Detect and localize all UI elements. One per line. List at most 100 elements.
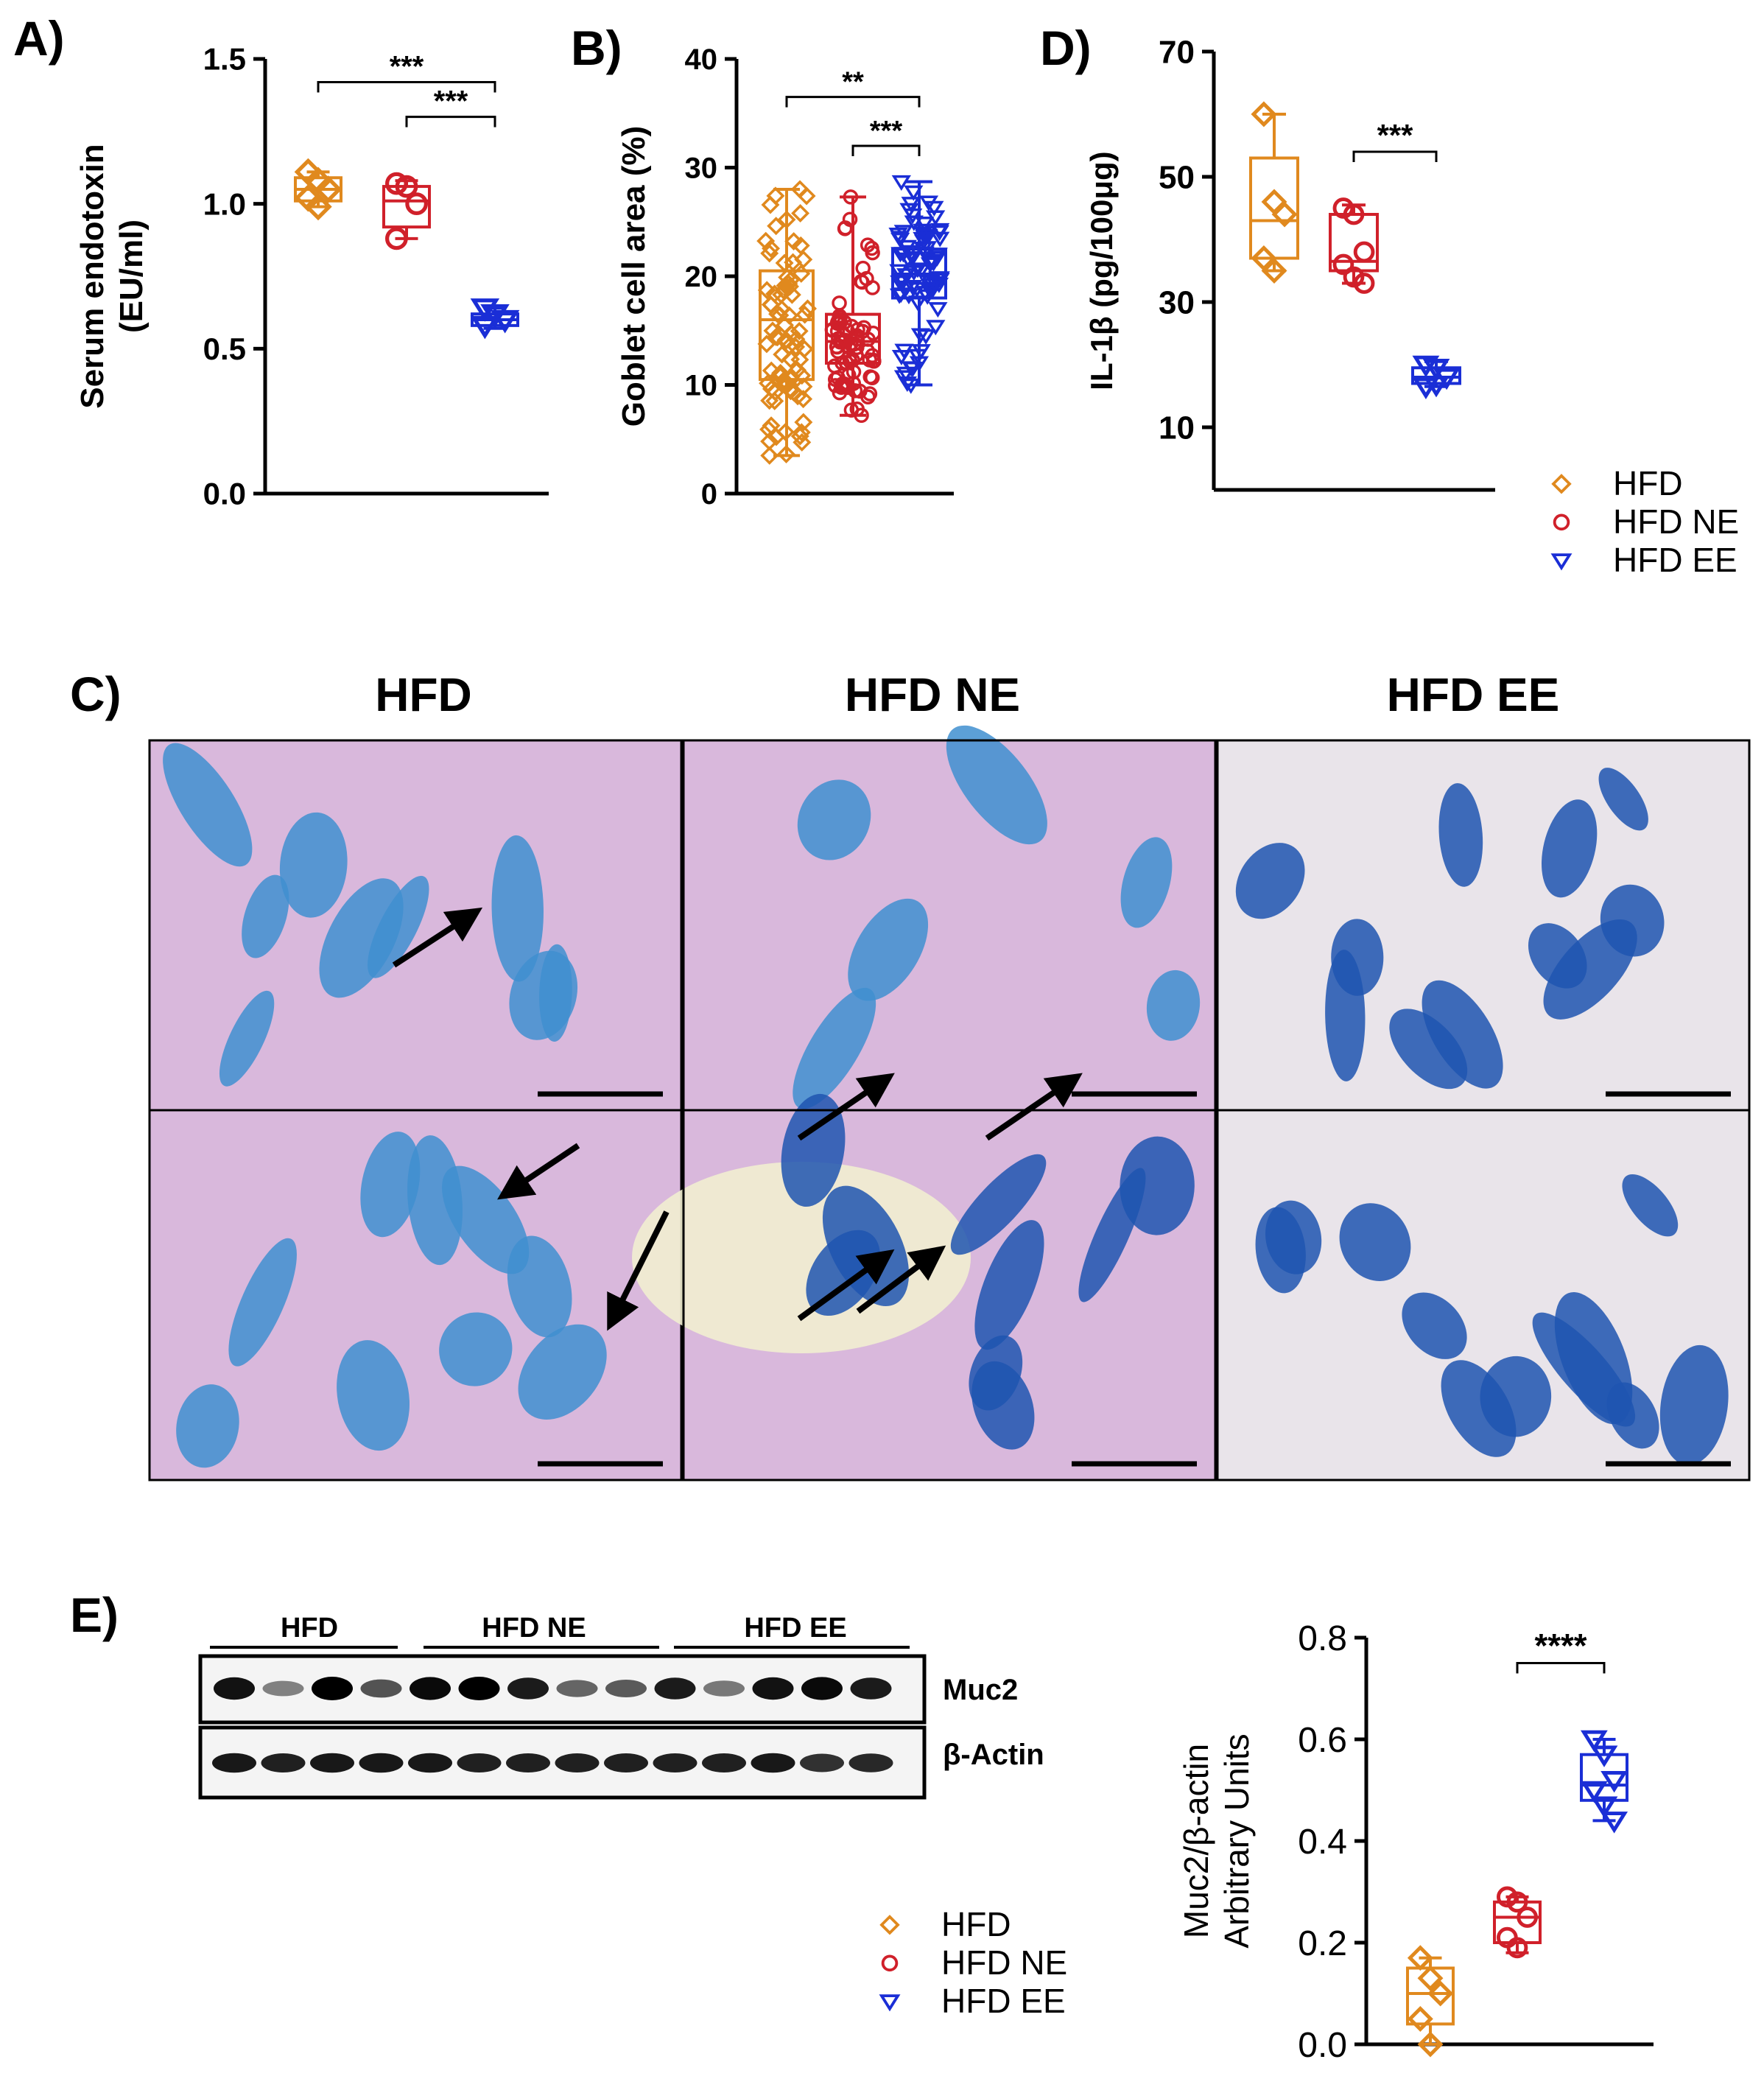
actin-band	[310, 1753, 354, 1773]
annotation-arrow	[797, 1073, 895, 1141]
y-tick-label: 70	[1159, 34, 1195, 70]
y-axis-label: Muc2/β-actin	[1177, 1744, 1215, 1938]
actin-band	[848, 1753, 893, 1772]
crypt	[319, 878, 404, 998]
actin-band	[653, 1753, 697, 1772]
crypt	[1402, 1292, 1467, 1359]
blot-group-hfd-ne: HFD NE	[482, 1613, 586, 1644]
box	[1580, 1753, 1628, 1802]
crypt	[279, 812, 348, 918]
actin-band	[212, 1753, 256, 1773]
data-point	[898, 252, 918, 268]
data-point	[775, 253, 794, 273]
data-point	[787, 329, 806, 348]
crypt	[1438, 783, 1483, 887]
panel-label-d: D)	[1040, 21, 1092, 75]
legend-marker	[881, 1954, 899, 1972]
legend-item-hfd-ee: HFD EE	[1550, 541, 1737, 579]
significance-bracket: ***	[405, 85, 496, 127]
data-point	[1332, 197, 1354, 219]
series-hfd-ne	[382, 172, 431, 250]
data-point	[1580, 1730, 1608, 1753]
crypt	[1120, 837, 1173, 928]
data-point	[1497, 1886, 1518, 1908]
crypt	[507, 1235, 572, 1338]
data-point	[843, 189, 859, 205]
data-point	[1353, 273, 1375, 294]
crypt	[969, 1335, 1023, 1411]
data-point	[917, 241, 938, 257]
significance-label: **	[842, 67, 864, 98]
crypt	[228, 1238, 297, 1367]
data-point	[1427, 1980, 1454, 2007]
data-point	[792, 264, 811, 283]
data-point	[926, 320, 946, 336]
data-point	[765, 391, 784, 410]
data-point	[894, 343, 914, 360]
annotation-arrow	[856, 1245, 946, 1314]
data-point	[757, 281, 776, 300]
data-point	[893, 370, 914, 386]
data-point	[920, 283, 940, 299]
series-hfd	[756, 180, 818, 465]
box	[1411, 366, 1461, 385]
data-point	[889, 264, 909, 280]
data-point	[902, 248, 922, 264]
data-point	[798, 299, 818, 318]
histology-tile	[148, 739, 683, 1112]
series-hfd-ne	[824, 189, 882, 424]
y-tick-label: 10	[1159, 410, 1195, 446]
data-point	[1506, 1937, 1528, 1959]
crypt	[439, 1312, 513, 1386]
data-point	[304, 192, 332, 221]
bracket-line	[851, 144, 921, 156]
bracket-line	[405, 116, 496, 127]
histology-tile	[682, 725, 1217, 1112]
data-point	[832, 295, 847, 311]
annotation-arrow	[607, 1210, 670, 1331]
crypt	[1622, 1174, 1679, 1237]
data-point	[1590, 1745, 1618, 1767]
crypt	[242, 874, 289, 958]
series-hfd-ee	[1411, 355, 1461, 399]
data-point	[1343, 203, 1365, 225]
data-point	[790, 427, 809, 446]
muc2-band	[214, 1677, 255, 1700]
data-point	[902, 279, 923, 296]
significance-label: ****	[1535, 1627, 1587, 1665]
legend-label: HFD EE	[1613, 541, 1737, 579]
crypt	[781, 1093, 846, 1207]
data-point	[781, 350, 801, 369]
data-point	[791, 204, 810, 222]
histology-panel: HFD HFD NE HFD EE	[148, 668, 1751, 1481]
significance-bracket: ****	[1516, 1627, 1606, 1674]
data-point	[927, 250, 947, 267]
data-point	[890, 231, 910, 247]
data-point	[756, 231, 776, 250]
crypt	[176, 1384, 239, 1468]
legend-label: HFD	[941, 1905, 1011, 1943]
data-point	[903, 362, 923, 378]
data-point	[856, 320, 872, 336]
tile-border	[1216, 1109, 1751, 1481]
chart-goblet-cell-area: 0 10 20 30 40 Goblet cell area (%) *****	[616, 43, 954, 511]
series-hfd	[1249, 101, 1299, 284]
bracket-line	[785, 96, 921, 108]
histology-tile	[148, 1109, 683, 1481]
data-point	[777, 210, 796, 229]
legend-marker	[1553, 513, 1570, 531]
muc2-band	[458, 1677, 500, 1700]
data-point	[899, 289, 919, 305]
data-point	[1600, 1812, 1628, 1834]
data-point	[1422, 375, 1450, 398]
significance-bracket: ***	[317, 50, 496, 93]
y-tick-label: 30	[1159, 284, 1195, 320]
series-hfd-ee	[1580, 1730, 1628, 1834]
annotation-arrow	[797, 1249, 895, 1322]
series-hfd-ne	[1493, 1886, 1542, 1959]
data-point	[795, 340, 814, 359]
actin-band	[751, 1753, 795, 1773]
actin-band	[555, 1753, 600, 1772]
annotation-arrow	[392, 907, 483, 968]
y-axis-label: Goblet cell area (%)	[616, 126, 652, 427]
